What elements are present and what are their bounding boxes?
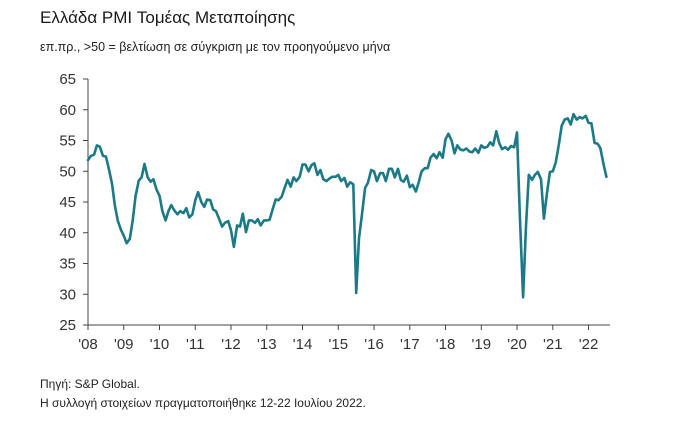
x-tick-label: '22 bbox=[579, 336, 599, 353]
x-tick-label: '20 bbox=[507, 336, 527, 353]
x-tick-label: '17 bbox=[400, 336, 420, 353]
y-tick-label: 50 bbox=[59, 163, 76, 180]
data-collection-note: Η συλλογή στοιχείων πραγματοποιήθηκε 12-… bbox=[40, 396, 366, 410]
chart-subtitle: επ.πρ., >50 = βελτίωση σε σύγκριση με το… bbox=[40, 40, 391, 54]
x-tick-label: '12 bbox=[221, 336, 241, 353]
y-tick-label: 35 bbox=[59, 256, 76, 273]
x-tick-label: '09 bbox=[114, 336, 134, 353]
x-tick-label: '19 bbox=[472, 336, 492, 353]
source-note: Πηγή: S&P Global. bbox=[40, 377, 140, 391]
y-tick-label: 25 bbox=[59, 317, 76, 334]
y-tick-label: 55 bbox=[59, 133, 76, 150]
line-chart: 25 30 35 40 45 50 55 60 65 '08 '09 '10 '11 '12 '13 '14 '… bbox=[59, 71, 610, 353]
y-tick-label: 30 bbox=[59, 286, 76, 303]
series-line-pmi bbox=[86, 112, 608, 299]
x-tick-label: '16 bbox=[364, 336, 384, 353]
chart-title: Ελλάδα PMI Τομέας Μεταποίησης bbox=[40, 8, 296, 27]
y-tick-label: 65 bbox=[59, 71, 76, 88]
y-tick-label: 60 bbox=[59, 102, 76, 119]
x-tick-label: '10 bbox=[150, 336, 170, 353]
y-tick-label: 40 bbox=[59, 225, 76, 242]
x-tick-label: '18 bbox=[436, 336, 456, 353]
x-tick-label: '15 bbox=[328, 336, 348, 353]
x-tick-label: '13 bbox=[257, 336, 277, 353]
y-tick-label: 45 bbox=[59, 194, 76, 211]
x-tick-label: '21 bbox=[543, 336, 563, 353]
x-tick-label: '14 bbox=[293, 336, 313, 353]
x-tick-label: '08 bbox=[78, 336, 98, 353]
x-tick-label: '11 bbox=[186, 336, 204, 353]
